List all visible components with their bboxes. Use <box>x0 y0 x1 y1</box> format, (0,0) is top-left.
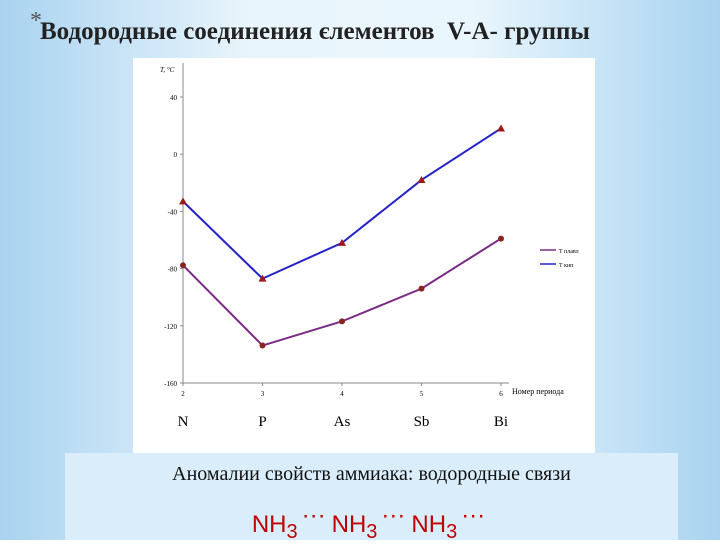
element-label: N <box>178 414 189 430</box>
point <box>259 342 266 349</box>
formula-sub: 3 <box>286 520 298 543</box>
x-tick-label: 4 <box>340 390 344 398</box>
element-label: Sb <box>414 414 430 430</box>
point <box>497 124 505 132</box>
x-axis-label: Номер периода <box>512 387 564 396</box>
x-tick-label: 2 <box>181 390 185 398</box>
element-label: As <box>334 414 351 430</box>
caption: Аномалии свойств аммиака: водородные свя… <box>172 463 571 485</box>
point <box>338 238 346 246</box>
x-tick-label: 5 <box>420 390 424 398</box>
y-tick-label: 0 <box>174 151 178 159</box>
formula-sub: 3 <box>366 520 378 543</box>
x-tick-label: 3 <box>261 390 265 398</box>
x-tick-label: 6 <box>499 390 503 398</box>
element-label: P <box>258 414 266 430</box>
element-label: Bi <box>494 414 508 430</box>
bullet: * <box>30 8 42 34</box>
chart-area <box>133 58 595 453</box>
legend-label: T кип <box>559 263 574 269</box>
formula-base: NH <box>251 511 287 538</box>
point <box>498 235 504 242</box>
point <box>258 274 267 282</box>
y-tick-label: -80 <box>168 266 178 274</box>
formula-dots: ··· <box>461 502 486 529</box>
formula-dots: ··· <box>381 502 406 529</box>
y-tick-label: -40 <box>168 208 178 216</box>
caption-box: Аномалии свойств аммиака: водородные свя… <box>65 453 678 543</box>
y-tick-label: 40 <box>170 94 178 102</box>
slide-title: Водородные соединения єлементов V-A- гру… <box>40 18 590 45</box>
formula-sub: 3 <box>446 520 458 543</box>
point <box>417 175 426 183</box>
legend-label: T плавл <box>559 249 579 255</box>
point <box>179 197 187 205</box>
point <box>339 318 345 325</box>
formula: NH3··· NH3··· NH3··· <box>65 502 678 544</box>
formula-dots: ··· <box>301 502 326 529</box>
formula-base: NH <box>331 511 367 538</box>
y-axis-label: T, °C <box>160 66 175 74</box>
y-tick-label: -120 <box>164 323 177 331</box>
y-tick-label: -160 <box>164 380 177 388</box>
point <box>180 262 186 269</box>
point <box>418 285 425 292</box>
formula-base: NH <box>411 511 447 538</box>
